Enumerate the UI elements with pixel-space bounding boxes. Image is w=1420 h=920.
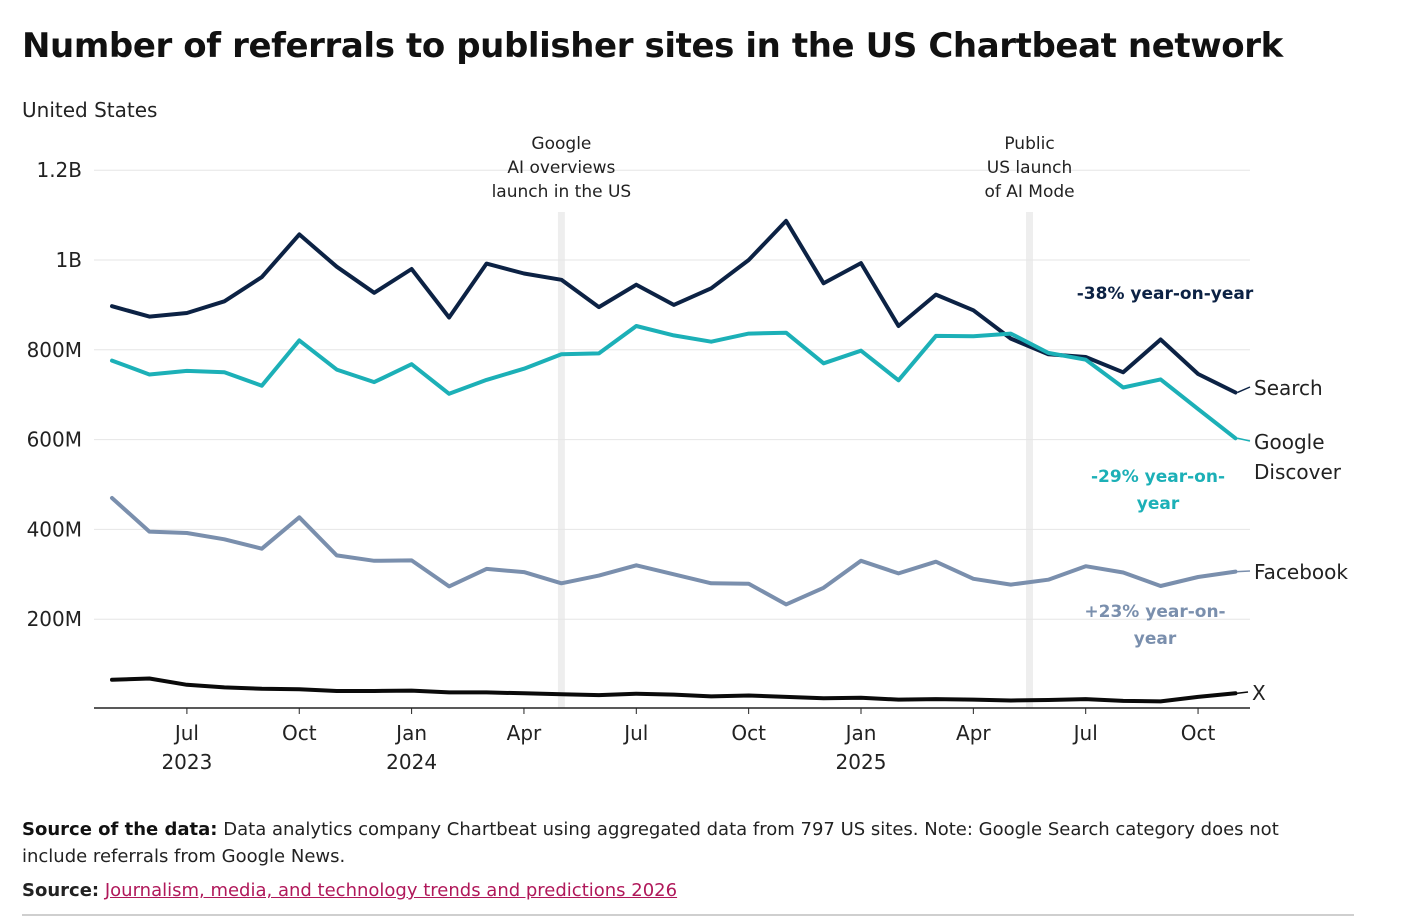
event-labels: Google AI overviews launch in the US Public… bbox=[492, 134, 1075, 202]
series-leader-x bbox=[1237, 691, 1249, 695]
event-annotation-text: Public bbox=[1004, 134, 1054, 154]
data-source-label: Source of the data: bbox=[22, 819, 218, 840]
x-tick-label: Jan bbox=[844, 721, 877, 745]
y-tick-label: 200M bbox=[27, 607, 82, 631]
line-chart: 200M 400M 600M 800M 1B 1.2B Jul 2023 Oct Jan 2024… bbox=[27, 134, 1349, 774]
event-bands bbox=[557, 212, 1034, 708]
series-label-search: Search bbox=[1254, 376, 1323, 400]
event-band-1 bbox=[1026, 212, 1034, 708]
series-line-search bbox=[110, 218, 1238, 395]
chart-title: Number of referrals to publisher sites i… bbox=[22, 26, 1283, 66]
event-annotation-text: launch in the US bbox=[492, 182, 632, 202]
yoy-change-label-facebook: +23% year-on- bbox=[1084, 602, 1225, 622]
x-tick-label: Oct bbox=[731, 721, 766, 745]
gridlines bbox=[94, 169, 1250, 620]
x-tick-year-label: 2025 bbox=[836, 750, 887, 774]
series-label-facebook: Facebook bbox=[1254, 560, 1348, 584]
source-link[interactable]: Journalism, media, and technology trends… bbox=[104, 880, 678, 901]
series-line-x bbox=[110, 676, 1238, 704]
x-axis: Jul 2023 Oct Jan 2024 Apr Jul Oct Jan 2025 Apr Jul O… bbox=[94, 707, 1250, 774]
x-tick-label: Apr bbox=[507, 721, 542, 745]
y-tick-label: 400M bbox=[27, 517, 82, 541]
series-label-google-discover: Google bbox=[1254, 430, 1325, 454]
series-line-facebook bbox=[110, 496, 1238, 607]
y-tick-label: 1B bbox=[56, 248, 82, 272]
y-tick-label: 600M bbox=[27, 428, 82, 452]
x-tick-label: Apr bbox=[956, 721, 991, 745]
series-leader-search bbox=[1237, 386, 1251, 394]
series-label-x: X bbox=[1252, 681, 1266, 705]
yoy-change-label-facebook: year bbox=[1134, 629, 1177, 649]
x-tick-label: Jul bbox=[1072, 721, 1098, 745]
x-tick-label: Jul bbox=[173, 721, 199, 745]
series-line-google-discover bbox=[110, 324, 1238, 441]
yoy-change-label-search: -38% year-on-year bbox=[1077, 284, 1254, 304]
source-label: Source: bbox=[22, 880, 100, 901]
event-annotation-text: US launch bbox=[987, 158, 1072, 178]
series-label-google-discover: Discover bbox=[1254, 460, 1342, 484]
data-source-note: Source of the data: Data analytics compa… bbox=[22, 816, 1342, 870]
x-tick-year-label: 2023 bbox=[161, 750, 212, 774]
y-axis: 200M 400M 600M 800M 1B 1.2B bbox=[27, 158, 82, 631]
series-leader-facebook bbox=[1237, 570, 1251, 573]
series-labels: Search -38% year-on-year Google Discover -29… bbox=[1077, 284, 1349, 705]
y-tick-label: 1.2B bbox=[36, 158, 82, 182]
bottom-divider bbox=[22, 914, 1354, 916]
x-tick-label: Oct bbox=[282, 721, 317, 745]
event-annotation-text: Google bbox=[531, 134, 591, 154]
source-line: Source: Journalism, media, and technolog… bbox=[22, 880, 677, 901]
series-lines bbox=[110, 218, 1238, 704]
x-tick-label: Jan bbox=[394, 721, 427, 745]
x-tick-label: Jul bbox=[622, 721, 648, 745]
series-leader-google-discover bbox=[1237, 437, 1251, 442]
data-source-text: Data analytics company Chartbeat using a… bbox=[22, 819, 1279, 867]
yoy-change-label-google-discover: year bbox=[1137, 494, 1180, 514]
y-tick-label: 800M bbox=[27, 338, 82, 362]
x-tick-year-label: 2024 bbox=[386, 750, 437, 774]
x-tick-label: Oct bbox=[1181, 721, 1216, 745]
yoy-change-label-google-discover: -29% year-on- bbox=[1091, 467, 1225, 487]
chart-subtitle: United States bbox=[22, 98, 158, 122]
event-annotation-text: AI overviews bbox=[507, 158, 615, 178]
event-band-0 bbox=[557, 212, 565, 708]
event-annotation-text: of AI Mode bbox=[984, 182, 1074, 202]
